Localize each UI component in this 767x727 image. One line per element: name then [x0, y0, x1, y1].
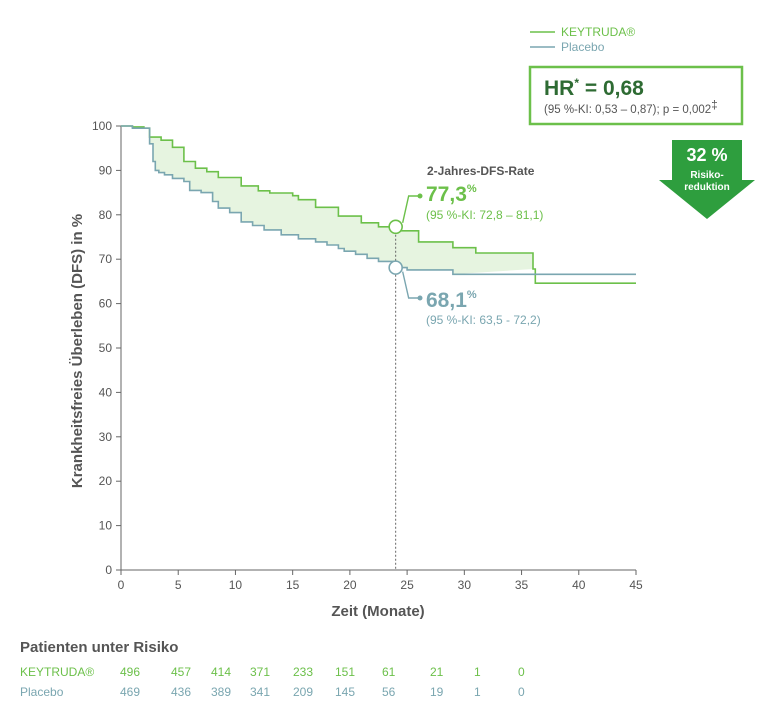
placebo-rate-ci: (95 %-KI: 63,5 - 72,2): [426, 313, 541, 327]
y-tick-label: 70: [99, 252, 113, 266]
risk-cell: 209: [293, 685, 313, 699]
risk-reduction-badge: 32 % Risiko- reduktion: [659, 140, 755, 219]
y-axis-title: Krankheitsfreies Überleben (DFS) in %: [69, 214, 86, 488]
risk-cell: 341: [250, 685, 270, 699]
placebo-leader-dot: [417, 295, 423, 301]
risk-cell: 21: [430, 665, 444, 679]
x-tick-label: 5: [175, 578, 182, 592]
legend-label-placebo: Placebo: [561, 40, 605, 54]
keytruda-leader-dot: [417, 193, 423, 199]
risk-cell: 19: [430, 685, 444, 699]
down-arrow-icon: [659, 140, 755, 219]
legend-label-keytruda: KEYTRUDA®: [561, 25, 635, 39]
risk-cell: 145: [335, 685, 355, 699]
risk-cell: 469: [120, 685, 140, 699]
risk-reduction-label-2: reduktion: [684, 182, 730, 193]
risk-cell: 414: [211, 665, 231, 679]
risk-row-label: Placebo: [20, 685, 64, 699]
placebo-leader-line: [401, 271, 420, 299]
keytruda-24m-point: [388, 219, 403, 235]
axes: 0 5 10 15 20 25 30 35 40 45 0 10 20 30 40 50 60 70 80 90 100: [92, 119, 643, 592]
y-tick-label: 10: [99, 519, 113, 533]
placebo-24m-point: [388, 260, 403, 275]
hazard-ratio-ci: (95 %-KI: 0,53 – 0,87); p = 0,002‡: [544, 100, 718, 116]
two-year-rate-title: 2-Jahres-DFS-Rate: [427, 164, 535, 178]
series-line-keytruda: [121, 125, 636, 284]
x-tick-label: 45: [629, 578, 643, 592]
risk-cell: 1: [474, 685, 481, 699]
y-tick-label: 80: [99, 208, 113, 222]
x-tick-label: 35: [515, 578, 529, 592]
y-tick-label: 40: [99, 385, 113, 399]
risk-row-label: KEYTRUDA®: [20, 665, 94, 679]
y-tick-label: 60: [99, 297, 113, 311]
y-tick-label: 0: [105, 563, 112, 577]
keytruda-rate-ci: (95 %-KI: 72,8 – 81,1): [426, 208, 543, 222]
risk-cell: 1: [474, 665, 481, 679]
hazard-ratio-box: HR* = 0,68 (95 %-KI: 0,53 – 0,87); p = 0…: [528, 65, 744, 126]
difference-shaded-area: [121, 126, 533, 275]
risk-cell: 389: [211, 685, 231, 699]
hazard-ratio-value: HR* = 0,68: [544, 76, 644, 100]
y-tick-label: 90: [99, 163, 113, 177]
keytruda-rate-value: 77,3%: [426, 183, 477, 206]
x-tick-label: 10: [229, 578, 243, 592]
x-tick-label: 15: [286, 578, 300, 592]
legend: KEYTRUDA® Placebo: [530, 25, 635, 54]
x-axis-title: Zeit (Monate): [331, 603, 424, 620]
risk-cell: 61: [382, 665, 396, 679]
risk-cell: 0: [518, 665, 525, 679]
series-line-placebo: [121, 125, 636, 276]
x-tick-label: 20: [343, 578, 357, 592]
risk-cell: 371: [250, 665, 270, 679]
risk-reduction-value: 32 %: [686, 145, 727, 165]
risk-cell: 233: [293, 665, 313, 679]
risk-table: KEYTRUDA® 496 457 414 371 233 151 61 21 1 0 Placebo…: [20, 665, 525, 699]
survival-curves: [121, 125, 636, 284]
y-tick-label: 30: [99, 430, 113, 444]
x-tick-label: 0: [118, 578, 125, 592]
hazard-ratio-frame: [528, 65, 744, 126]
risk-reduction-label-1: Risiko-: [690, 170, 723, 181]
risk-cell: 151: [335, 665, 355, 679]
risk-cell: 436: [171, 685, 191, 699]
risk-cell: 56: [382, 685, 396, 699]
placebo-rate-value: 68,1%: [426, 289, 477, 312]
x-tick-label: 25: [400, 578, 414, 592]
risk-cell: 457: [171, 665, 191, 679]
risk-cell: 496: [120, 665, 140, 679]
risk-table-title: Patienten unter Risiko: [20, 639, 178, 656]
y-tick-label: 100: [92, 119, 112, 133]
x-tick-label: 30: [458, 578, 472, 592]
y-tick-label: 20: [99, 474, 113, 488]
x-tick-label: 40: [572, 578, 586, 592]
keytruda-leader-line: [401, 195, 420, 223]
risk-cell: 0: [518, 685, 525, 699]
y-tick-label: 50: [99, 341, 113, 355]
two-year-marker: [388, 193, 423, 570]
